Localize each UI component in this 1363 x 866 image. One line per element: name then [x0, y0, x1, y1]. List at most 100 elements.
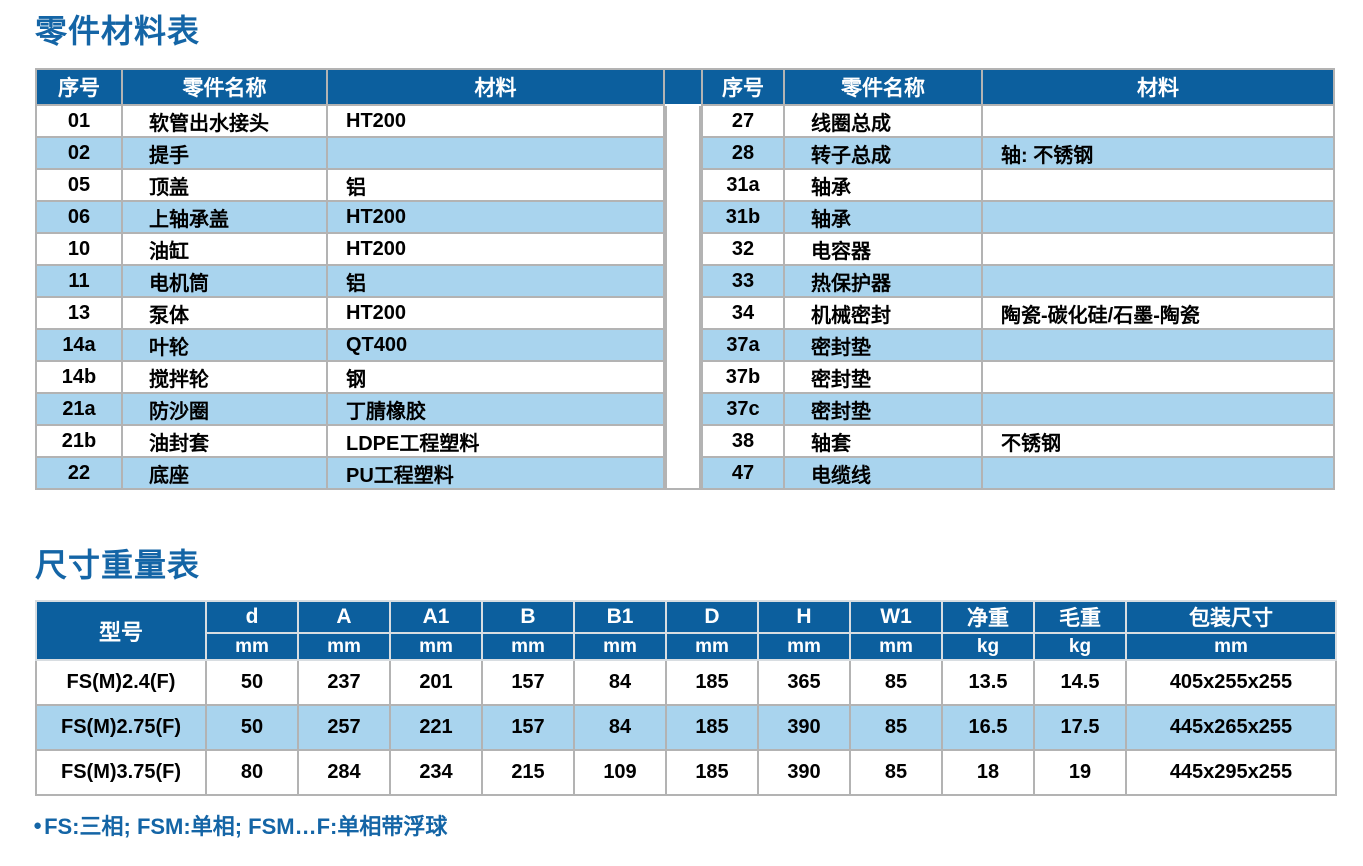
cell-num: 05	[35, 168, 123, 202]
column-header-unit: mm	[481, 632, 575, 661]
cell-name: 密封垫	[783, 328, 983, 362]
cell-value: 80	[205, 749, 299, 796]
cell-num: 37c	[701, 392, 785, 426]
cell-value: 109	[573, 749, 667, 796]
cell-value: 13.5	[941, 659, 1035, 706]
column-header-label: 毛重	[1033, 600, 1127, 634]
cell-value: 185	[665, 704, 759, 751]
cell-num: 33	[701, 264, 785, 298]
table-row: 02 提手	[35, 136, 665, 170]
datasheet-page: 零件材料表 序号 零件名称 材料 01 软管出水接头 HT200 02 提手 05 顶盖铝 0…	[0, 6, 1363, 866]
table-row: 47 电缆线	[701, 456, 1335, 490]
cell-num: 37a	[701, 328, 785, 362]
column-header-label: B1	[573, 600, 667, 634]
column-header-label: A	[297, 600, 391, 634]
table-row: 31a 轴承	[701, 168, 1335, 202]
column-header-unit: mm	[757, 632, 851, 661]
cell-value: 17.5	[1033, 704, 1127, 751]
cell-value: 157	[481, 659, 575, 706]
parts-table-left: 序号 零件名称 材料 01 软管出水接头 HT200 02 提手 05 顶盖铝 06 上轴承盖 H…	[35, 68, 665, 490]
column-header-material: 材料	[326, 68, 665, 106]
cell-name: 油缸	[121, 232, 328, 266]
table-row: 21a 防沙圈 丁腈橡胶	[35, 392, 665, 426]
cell-material: 不锈钢	[981, 424, 1335, 458]
cell-value: 445x265x255	[1125, 704, 1337, 751]
column-header-unit: mm	[297, 632, 391, 661]
cell-name: 上轴承盖	[121, 200, 328, 234]
table-row: 10 油缸 HT200	[35, 232, 665, 266]
cell-num: 01	[35, 104, 123, 138]
cell-name: 油封套	[121, 424, 328, 458]
cell-name: 电容器	[783, 232, 983, 266]
column-header-unit: kg	[1033, 632, 1127, 661]
cell-name: 轴承	[783, 168, 983, 202]
table-row: 37b 密封垫	[701, 360, 1335, 394]
column-header-material: 材料	[981, 68, 1335, 106]
cell-name: 泵体	[121, 296, 328, 330]
column-header-unit: mm	[665, 632, 759, 661]
cell-material: HT200	[326, 296, 665, 330]
cell-value: 237	[297, 659, 391, 706]
cell-value: 16.5	[941, 704, 1035, 751]
cell-material: 陶瓷-碳化硅/石墨-陶瓷	[981, 296, 1335, 330]
cell-name: 防沙圈	[121, 392, 328, 426]
column-header-label: 包装尺寸	[1125, 600, 1337, 634]
cell-material: HT200	[326, 232, 665, 266]
column-header-part-name: 零件名称	[121, 68, 328, 106]
cell-name: 热保护器	[783, 264, 983, 298]
cell-value: 157	[481, 704, 575, 751]
cell-num: 21b	[35, 424, 123, 458]
cell-material: 铝	[326, 168, 665, 202]
cell-name: 叶轮	[121, 328, 328, 362]
cell-model: FS(M)2.4(F)	[35, 659, 207, 706]
cell-value: 185	[665, 749, 759, 796]
cell-value: 405x255x255	[1125, 659, 1337, 706]
column-header-unit: mm	[1125, 632, 1337, 661]
table-row: 34 机械密封 陶瓷-碳化硅/石墨-陶瓷	[701, 296, 1335, 330]
cell-value: 445x295x255	[1125, 749, 1337, 796]
cell-material	[981, 328, 1335, 362]
cell-name: 顶盖	[121, 168, 328, 202]
column-header-part-name: 零件名称	[783, 68, 983, 106]
cell-name: 提手	[121, 136, 328, 170]
parts-table-right-header: 序号 零件名称 材料	[701, 68, 1335, 106]
column-header-unit: kg	[941, 632, 1035, 661]
parts-material-tables: 序号 零件名称 材料 01 软管出水接头 HT200 02 提手 05 顶盖铝 06 上轴承盖 H…	[35, 68, 1335, 490]
table-row: 01 软管出水接头 HT200	[35, 104, 665, 138]
cell-value: 85	[849, 749, 943, 796]
column-header-index: 序号	[35, 68, 123, 106]
cell-value: 185	[665, 659, 759, 706]
cell-material: QT400	[326, 328, 665, 362]
cell-value: 234	[389, 749, 483, 796]
table-row: 38 轴套 不锈钢	[701, 424, 1335, 458]
column-header-label: D	[665, 600, 759, 634]
footnote-text: FS:三相; FSM:单相; FSM…F:单相带浮球	[44, 814, 448, 839]
column-header-label: B	[481, 600, 575, 634]
cell-material	[981, 232, 1335, 266]
cell-name: 密封垫	[783, 392, 983, 426]
table-row: 27 线圈总成	[701, 104, 1335, 138]
parts-material-table-title: 零件材料表	[35, 13, 201, 49]
table-row: 28 转子总成 轴: 不锈钢	[701, 136, 1335, 170]
cell-name: 软管出水接头	[121, 104, 328, 138]
cell-material: 轴: 不锈钢	[981, 136, 1335, 170]
table-gap-header	[665, 68, 701, 106]
table-row: 21b 油封套 LDPE工程塑料	[35, 424, 665, 458]
cell-value: 18	[941, 749, 1035, 796]
cell-value: 215	[481, 749, 575, 796]
cell-model: FS(M)2.75(F)	[35, 704, 207, 751]
table-row: 32 电容器	[701, 232, 1335, 266]
dimension-weight-table: 型号 d A A1 B B1 D H W1 净重 毛重 包装尺寸 mm mm mm mm mm mm mm mm k…	[35, 600, 1337, 796]
cell-material	[981, 264, 1335, 298]
cell-num: 11	[35, 264, 123, 298]
cell-name: 密封垫	[783, 360, 983, 394]
cell-value: 201	[389, 659, 483, 706]
cell-material: 铝	[326, 264, 665, 298]
cell-num: 28	[701, 136, 785, 170]
cell-value: 19	[1033, 749, 1127, 796]
cell-name: 轴套	[783, 424, 983, 458]
cell-value: 390	[757, 704, 851, 751]
cell-num: 13	[35, 296, 123, 330]
cell-material	[981, 104, 1335, 138]
table-row: 37c 密封垫	[701, 392, 1335, 426]
